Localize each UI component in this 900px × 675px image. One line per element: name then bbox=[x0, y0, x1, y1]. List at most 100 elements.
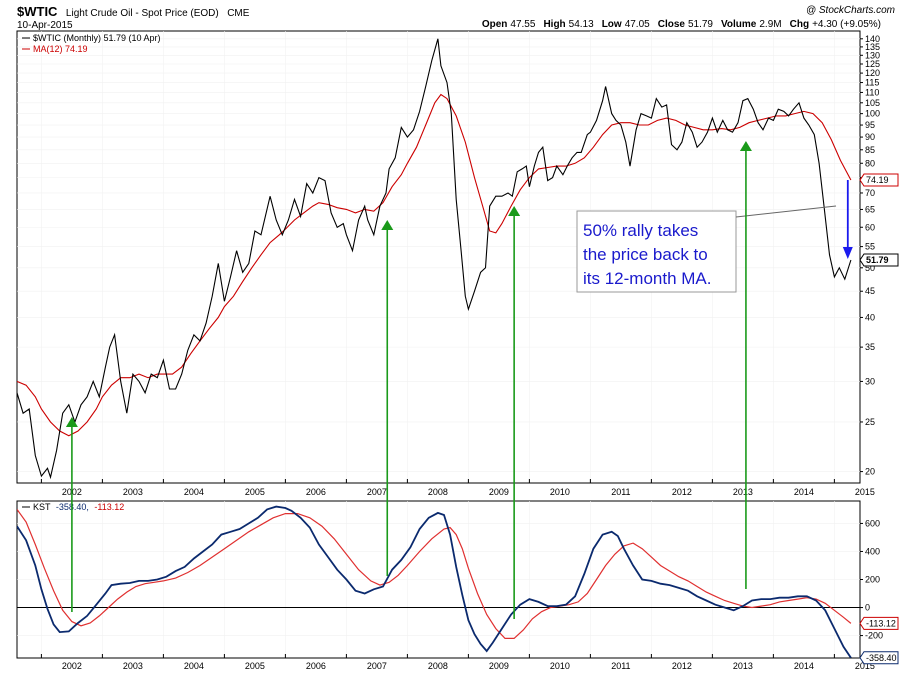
price-y-tick-label: 120 bbox=[865, 68, 880, 78]
price-y-tick-label: 60 bbox=[865, 222, 875, 232]
quote-open-value: 47.55 bbox=[510, 19, 535, 30]
price-y-tick-label: 55 bbox=[865, 242, 875, 252]
green-arrow-2007 bbox=[381, 220, 394, 576]
annotation: 50% rally takes the price back to its 12… bbox=[576, 205, 837, 293]
annotation-box bbox=[576, 210, 737, 293]
indicator-plot bbox=[17, 505, 852, 658]
chart-header: $WTIC Light Crude Oil - Spot Price (EOD)… bbox=[17, 3, 895, 31]
svg-text:74.19: 74.19 bbox=[866, 175, 889, 185]
indicator-y-ticks: -200 0 200 400 600 bbox=[860, 518, 883, 641]
price-x-tick-label: 2006 bbox=[306, 487, 326, 497]
price-series-line bbox=[17, 38, 852, 480]
exchange: CME bbox=[227, 8, 250, 19]
indicator-y-tick-label: 200 bbox=[865, 575, 880, 585]
price-x-tick-label: 2010 bbox=[550, 487, 570, 497]
signal-series-line bbox=[17, 509, 852, 639]
price-x-tick-label: 2011 bbox=[611, 487, 630, 497]
indicator-legend: KST -358.40, -113.12 bbox=[22, 502, 124, 512]
annotation-leader bbox=[735, 205, 837, 218]
tag-price: 51.79 bbox=[859, 253, 899, 267]
chart-date: 10-Apr-2015 bbox=[17, 20, 73, 31]
tag-signal: -113.12 bbox=[859, 616, 899, 630]
price-x-tick-label: 2012 bbox=[672, 487, 692, 497]
symbol-description: Light Crude Oil - Spot Price (EOD) bbox=[66, 8, 219, 19]
price-x-tick-label: 2007 bbox=[367, 487, 387, 497]
indicator-x-tick-label: 2002 bbox=[62, 661, 82, 671]
green-arrow-2002 bbox=[65, 417, 78, 612]
price-x-tick-label: 2008 bbox=[428, 487, 448, 497]
indicator-y-tick-label: -200 bbox=[865, 631, 883, 641]
legend-ma: MA(12) 74.19 bbox=[33, 44, 88, 54]
indicator-x-ticks: 2002 2003 2004 2005 2006 2007 2008 2009 2010 2011… bbox=[40, 654, 875, 671]
quote-line: Open 47.55 High 54.13 Low 47.05 Close 51.79 Volu… bbox=[482, 19, 881, 30]
indicator-x-tick-label: 2009 bbox=[489, 661, 509, 671]
green-arrow-2013 bbox=[739, 141, 752, 589]
indicator-x-tick-label: 2015 bbox=[855, 661, 875, 671]
price-panel-frame bbox=[16, 30, 861, 484]
svg-text:$WTIC Light Crude Oil -: $WTIC Light Crude Oil - Spot Price (EOD)… bbox=[17, 3, 250, 20]
price-y-tick-label: 135 bbox=[865, 42, 880, 52]
price-y-tick-label: 65 bbox=[865, 204, 875, 214]
price-legend: $WTIC (Monthly) 51.79 (10 Apr) MA(12) 74… bbox=[22, 33, 161, 54]
annotation-line-1: 50% rally takes bbox=[583, 221, 698, 240]
price-y-tick-label: 140 bbox=[865, 34, 880, 44]
price-y-tick-label: 30 bbox=[865, 376, 875, 386]
quote-high-value: 54.13 bbox=[569, 19, 594, 30]
price-y-tick-label: 115 bbox=[865, 78, 879, 88]
price-y-tick-label: 85 bbox=[865, 145, 875, 155]
indicator-x-tick-label: 2011 bbox=[611, 661, 630, 671]
indicator-x-tick-label: 2008 bbox=[428, 661, 448, 671]
annotation-line-2: the price back to bbox=[583, 245, 708, 264]
indicator-x-tick-label: 2005 bbox=[245, 661, 265, 671]
tag-kst: -358.40 bbox=[859, 651, 899, 665]
quote-chg-label: Chg bbox=[790, 19, 809, 30]
price-y-tick-label: 35 bbox=[865, 342, 875, 352]
annotation-line-3: its 12-month MA. bbox=[583, 269, 712, 288]
price-value-tags: 74.19 51.79 bbox=[859, 173, 899, 267]
price-y-tick-label: 100 bbox=[865, 109, 880, 119]
price-y-tick-label: 50 bbox=[865, 263, 875, 273]
arrows bbox=[65, 141, 853, 619]
price-y-tick-label: 20 bbox=[865, 467, 875, 477]
quote-open-label: Open bbox=[482, 19, 508, 30]
price-y-tick-label: 80 bbox=[865, 158, 875, 168]
blue-arrow-down bbox=[842, 180, 853, 259]
price-x-tick-label: 2005 bbox=[245, 487, 265, 497]
symbol: $WTIC bbox=[17, 4, 58, 19]
price-plot bbox=[17, 38, 852, 480]
indicator-x-tick-label: 2003 bbox=[123, 661, 143, 671]
price-x-tick-label: 2004 bbox=[184, 487, 204, 497]
legend-signal-value: -113.12 bbox=[94, 502, 124, 512]
quote-volume-label: Volume bbox=[721, 19, 757, 30]
price-x-tick-label: 2015 bbox=[855, 487, 875, 497]
indicator-x-tick-label: 2012 bbox=[672, 661, 692, 671]
indicator-x-tick-label: 2014 bbox=[794, 661, 814, 671]
quote-close-value: 51.79 bbox=[688, 19, 713, 30]
indicator-y-tick-label: 400 bbox=[865, 546, 880, 556]
indicator-x-tick-label: 2006 bbox=[306, 661, 326, 671]
legend-kst: KST bbox=[33, 502, 51, 512]
svg-text:-358.40: -358.40 bbox=[866, 653, 897, 663]
price-y-tick-label: 125 bbox=[865, 59, 880, 69]
price-x-tick-label: 2013 bbox=[733, 487, 753, 497]
price-y-tick-label: 105 bbox=[865, 98, 880, 108]
price-y-tick-label: 45 bbox=[865, 286, 875, 296]
indicator-y-tick-label: 0 bbox=[865, 603, 870, 613]
price-y-tick-label: 25 bbox=[865, 417, 875, 427]
price-y-tick-label: 130 bbox=[865, 50, 880, 60]
quote-chg-value: +4.30 (+9.05%) bbox=[812, 19, 881, 30]
indicator-x-tick-label: 2013 bbox=[733, 661, 753, 671]
price-y-tick-label: 40 bbox=[865, 312, 875, 322]
quote-high-label: High bbox=[543, 19, 565, 30]
price-y-tick-label: 110 bbox=[865, 87, 879, 97]
green-arrow-2009 bbox=[508, 206, 521, 619]
tag-ma: 74.19 bbox=[859, 173, 899, 187]
svg-text:KST -358.40, -113.: KST -358.40, -113.12 bbox=[33, 502, 124, 512]
indicator-x-tick-label: 2004 bbox=[184, 661, 204, 671]
quote-volume-value: 2.9M bbox=[759, 19, 781, 30]
price-x-tick-label: 2003 bbox=[123, 487, 143, 497]
ma-series-line bbox=[17, 93, 852, 437]
quote-low-value: 47.05 bbox=[625, 19, 650, 30]
price-x-tick-label: 2009 bbox=[489, 487, 509, 497]
